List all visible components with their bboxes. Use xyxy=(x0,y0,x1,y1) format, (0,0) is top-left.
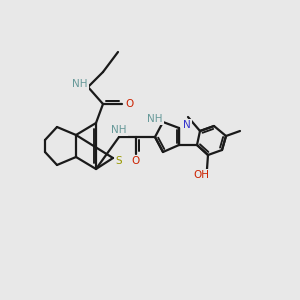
Text: S: S xyxy=(116,156,122,166)
Text: O: O xyxy=(132,156,140,166)
Text: O: O xyxy=(126,99,134,109)
Text: N: N xyxy=(183,120,191,130)
Text: NH: NH xyxy=(111,125,127,135)
Text: OH: OH xyxy=(193,170,209,180)
Text: NH: NH xyxy=(72,79,88,89)
Text: NH: NH xyxy=(147,114,163,124)
